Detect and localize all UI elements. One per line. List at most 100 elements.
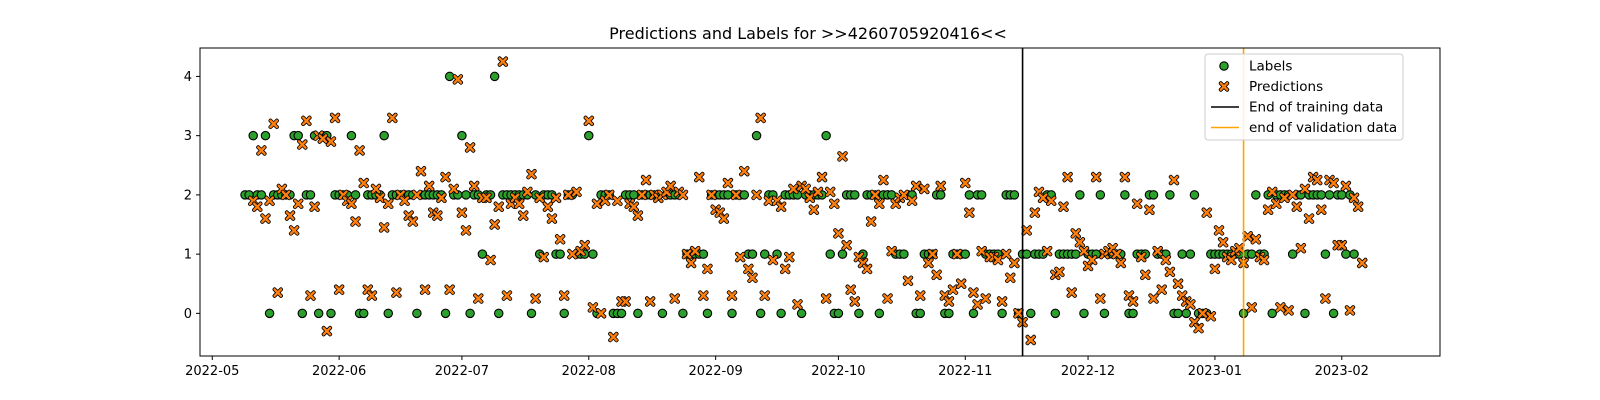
legend-labels-text: Labels [1249, 59, 1292, 75]
prediction-point [1132, 199, 1142, 209]
label-point [633, 308, 643, 319]
prediction-point [494, 202, 504, 212]
prediction-point [412, 190, 422, 200]
prediction-point [993, 255, 1003, 265]
prediction-point [1235, 243, 1244, 253]
prediction-point [1280, 193, 1289, 203]
prediction-point [1022, 226, 1032, 235]
prediction-point [960, 178, 970, 188]
prediction-point [1030, 208, 1040, 218]
label-point [1341, 249, 1351, 259]
prediction-point [547, 214, 557, 223]
label-point [1185, 249, 1196, 259]
prediction-point [322, 326, 332, 336]
prediction-point [400, 196, 410, 206]
prediction-point [424, 181, 434, 191]
label-point [976, 190, 987, 200]
prediction-point [375, 193, 385, 203]
prediction-point [973, 300, 982, 309]
label-point [1320, 249, 1331, 259]
label-point [297, 308, 308, 319]
legend-end-of-validation-text: end of validation data [1249, 120, 1397, 136]
prediction-point [1169, 175, 1179, 185]
label-point [960, 249, 971, 259]
prediction-point [408, 217, 418, 226]
prediction-point [686, 258, 696, 268]
prediction-point [453, 74, 463, 84]
y-tick-label: 0 [184, 307, 192, 322]
label-point [584, 130, 594, 141]
prediction-point [1153, 246, 1163, 256]
x-tick-label: 2022-05 [185, 364, 239, 379]
label-point [1324, 190, 1335, 200]
label-point [1316, 190, 1327, 200]
prediction-point [1312, 175, 1322, 185]
prediction-point [915, 291, 925, 300]
prediction-point [269, 119, 279, 129]
prediction-point [416, 166, 426, 176]
prediction-point [1005, 273, 1015, 283]
label-point [1349, 249, 1359, 259]
prediction-point [347, 199, 356, 209]
prediction-point [1218, 237, 1228, 247]
label-point [760, 249, 770, 259]
prediction-point [788, 184, 798, 194]
prediction-point [825, 187, 835, 197]
legend-predictions-marker [1219, 82, 1229, 91]
prediction-point [1337, 240, 1347, 250]
prediction-point [629, 202, 639, 212]
prediction-point [1001, 249, 1011, 259]
prediction-point [981, 294, 991, 303]
prediction-point [256, 146, 266, 155]
prediction-point [469, 181, 479, 191]
label-point [747, 249, 758, 259]
prediction-point [1288, 190, 1298, 200]
label-point [1079, 308, 1089, 319]
prediction-point [768, 255, 778, 265]
prediction-point [1194, 323, 1203, 333]
prediction-point [866, 217, 876, 226]
axes-frame [199, 47, 1441, 357]
label-point [1165, 190, 1175, 200]
prediction-point [780, 264, 790, 274]
prediction-point [1276, 303, 1285, 312]
prediction-point [293, 199, 303, 209]
label-point [412, 308, 422, 319]
x-tick-label: 2022-11 [938, 364, 992, 379]
prediction-point [1210, 264, 1220, 274]
prediction-point [1259, 255, 1269, 265]
label-point [678, 308, 688, 319]
prediction-point [956, 279, 966, 289]
prediction-point [482, 193, 491, 203]
x-tick-label: 2022-10 [811, 364, 865, 379]
prediction-point [522, 187, 532, 197]
label-point [850, 190, 860, 200]
prediction-point [1063, 172, 1072, 182]
prediction-point [1214, 226, 1224, 235]
label-point [1021, 249, 1032, 259]
label-point [461, 190, 471, 200]
x-tick-label: 2023-01 [1188, 364, 1242, 379]
label-point [465, 308, 475, 319]
prediction-point [997, 297, 1007, 306]
label-point [1189, 190, 1200, 200]
prediction-point [387, 113, 397, 123]
prediction-point [1145, 205, 1154, 215]
prediction-point [670, 294, 680, 303]
label-point [833, 308, 844, 319]
prediction-point [1014, 308, 1023, 318]
prediction-point [694, 172, 704, 182]
prediction-point [666, 181, 676, 191]
prediction-point [1091, 172, 1101, 182]
label-point [723, 190, 733, 200]
label-point [1120, 190, 1130, 200]
label-point [260, 130, 271, 141]
label-point [968, 308, 979, 319]
prediction-point [1251, 234, 1261, 244]
label-point [727, 308, 737, 319]
prediction-point [297, 140, 307, 149]
prediction-point [1136, 252, 1146, 262]
prediction-point [621, 297, 631, 306]
prediction-point [559, 291, 569, 300]
prediction-point [535, 193, 545, 203]
